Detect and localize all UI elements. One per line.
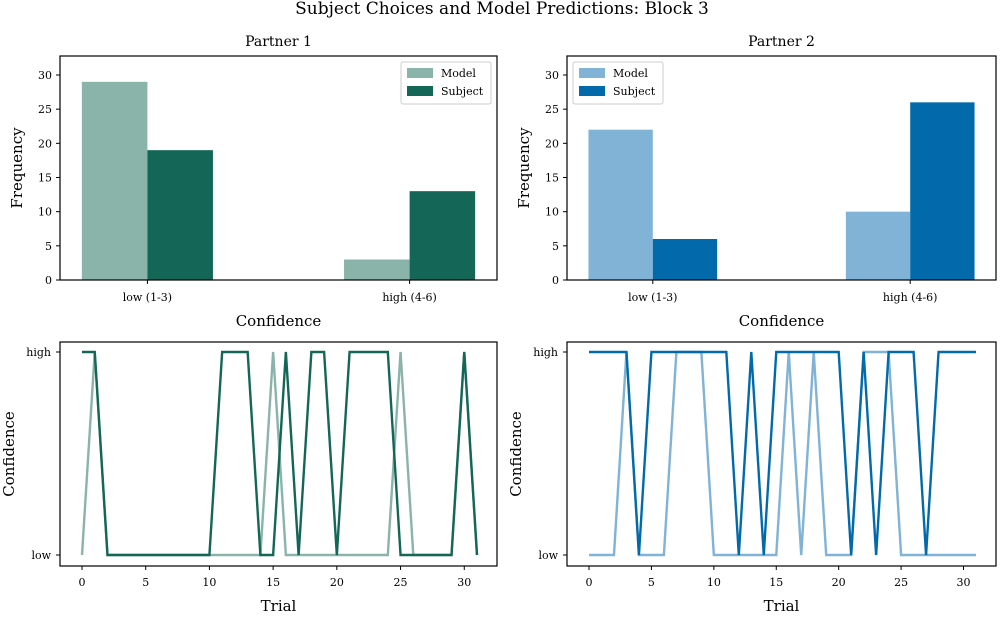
p2-bar-legend-swatch-model xyxy=(579,68,605,78)
p2-bar-xtick-label: low (1-3) xyxy=(628,291,677,304)
p1-bar-bar-model-0 xyxy=(81,81,148,280)
p1-line-xlabel: Trial xyxy=(261,597,297,615)
p2-line-xtick-label: 5 xyxy=(648,576,655,589)
p2-bar-bar-subject-1 xyxy=(910,102,975,280)
p2-bar-ytick-label: 5 xyxy=(552,240,559,253)
p2-line-frame xyxy=(566,341,997,567)
p2-bar-ylabel: Frequency xyxy=(515,127,533,209)
p2-bar-ytick-label: 10 xyxy=(545,206,559,219)
p2-line-xtick-label: 20 xyxy=(832,576,846,589)
p1-bar-bar-model-1 xyxy=(344,259,410,280)
p1-line-ytick-label: low xyxy=(31,549,51,562)
p1-bar-frame xyxy=(59,55,498,281)
p2-line-ytick-label: low xyxy=(538,549,558,562)
p2-bar-legend-swatch-subject xyxy=(579,86,605,96)
p2-bar-ytick-label: 15 xyxy=(545,172,559,185)
p1-bar-legend-swatch-model xyxy=(407,68,433,78)
p1-bar-ytick-label: 10 xyxy=(38,206,52,219)
p1-bar-ytick-label: 25 xyxy=(38,103,52,116)
p2-bar-frame xyxy=(566,55,997,281)
p2-bar-bar-model-1 xyxy=(845,211,911,280)
p1-bar-bar-subject-0 xyxy=(147,150,213,280)
p1-line-xtick-label: 20 xyxy=(330,576,344,589)
p1-bar-ytick-label: 0 xyxy=(45,274,52,287)
p1-bar-ytick-label: 5 xyxy=(45,240,52,253)
p2-bar-title: Partner 2 xyxy=(748,34,815,50)
p1-bar-title: Partner 1 xyxy=(245,34,312,50)
p1-line-xtick-label: 0 xyxy=(79,576,86,589)
p1-line-xtick-label: 10 xyxy=(202,576,216,589)
p1-line-xtick-label: 30 xyxy=(457,576,471,589)
p2-line-xtick-label: 0 xyxy=(586,576,593,589)
figure-title: Subject Choices and Model Predictions: B… xyxy=(295,0,709,19)
p1-line-xtick-label: 5 xyxy=(142,576,149,589)
p1-bar-bar-subject-1 xyxy=(409,191,476,280)
p1-bar-legend-label-subject: Subject xyxy=(441,85,484,98)
p1-line-frame xyxy=(59,341,498,567)
p2-bar-legend-label-subject: Subject xyxy=(613,85,656,98)
p1-line-xtick-label: 25 xyxy=(394,576,408,589)
p2-line-xtick-label: 30 xyxy=(957,576,971,589)
p2-bar-bar-subject-0 xyxy=(652,239,718,280)
p2-line-xtick-label: 25 xyxy=(894,576,908,589)
p2-bar-xtick-label: high (4-6) xyxy=(883,291,938,304)
p2-line-ytick-label: high xyxy=(533,346,558,359)
p1-bar-xtick-label: high (4-6) xyxy=(382,291,437,304)
p1-line-ytick-label: high xyxy=(26,346,51,359)
p2-line-ylabel: Confidence xyxy=(507,411,525,497)
p1-bar-ytick-label: 15 xyxy=(38,172,52,185)
p2-line-series-model xyxy=(589,350,976,557)
p2-bar-xlabel: Confidence xyxy=(739,312,825,330)
p1-bar-ytick-label: 20 xyxy=(38,137,52,150)
p1-bar-legend-swatch-subject xyxy=(407,86,433,96)
p1-bar-ytick-label: 30 xyxy=(38,69,52,82)
p1-bar-xtick-label: low (1-3) xyxy=(123,291,172,304)
p2-bar-bar-model-0 xyxy=(588,129,653,280)
p2-bar-ytick-label: 30 xyxy=(545,69,559,82)
plots-container: 0 5 10 15 20 25 30 low (1-3) high (4-6) Partner 1… xyxy=(0,34,997,615)
p2-line-xtick-label: 10 xyxy=(707,576,721,589)
p1-line-xtick-label: 15 xyxy=(266,576,280,589)
p2-bar-ytick-label: 25 xyxy=(545,103,559,116)
p2-line-xlabel: Trial xyxy=(764,597,800,615)
p2-bar-legend-label-model: Model xyxy=(613,67,648,80)
p1-line-series-subject xyxy=(82,350,479,557)
p2-line-xtick-label: 15 xyxy=(769,576,783,589)
p1-bar-ylabel: Frequency xyxy=(8,127,26,209)
p1-bar-legend-label-model: Model xyxy=(441,67,476,80)
p1-line-ylabel: Confidence xyxy=(0,411,18,497)
p2-line-series-subject xyxy=(589,350,976,556)
p2-bar-ytick-label: 0 xyxy=(552,274,559,287)
p1-bar-xlabel: Confidence xyxy=(236,312,322,330)
p2-bar-ytick-label: 20 xyxy=(545,137,559,150)
